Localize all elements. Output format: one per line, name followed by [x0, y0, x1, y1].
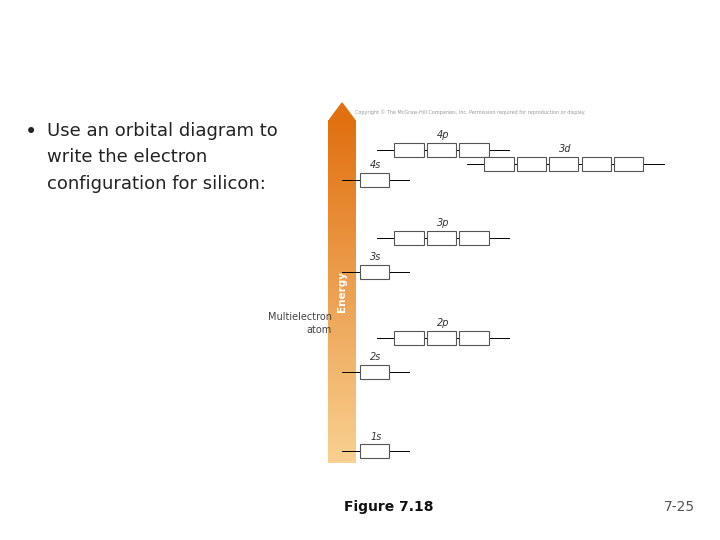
Bar: [485, 157, 513, 171]
Text: 2p: 2p: [437, 318, 449, 328]
Bar: [427, 143, 456, 157]
Bar: [459, 330, 489, 345]
Text: 4s: 4s: [370, 160, 382, 170]
Text: Energy: Energy: [337, 271, 347, 312]
Text: 2s: 2s: [370, 352, 382, 362]
Bar: [459, 231, 489, 245]
Bar: [582, 157, 611, 171]
Bar: [395, 231, 423, 245]
Text: 1s: 1s: [370, 432, 382, 442]
Text: 7-25: 7-25: [664, 501, 695, 515]
Bar: [359, 173, 389, 187]
Bar: [359, 265, 389, 279]
Text: 4p: 4p: [437, 130, 449, 140]
Bar: [395, 330, 423, 345]
Bar: [395, 143, 423, 157]
Bar: [359, 444, 389, 458]
Text: Use an orbital diagram to
write the electron
configuration for silicon:: Use an orbital diagram to write the elec…: [47, 122, 277, 193]
Bar: [549, 157, 578, 171]
Bar: [517, 157, 546, 171]
Text: 3s: 3s: [370, 252, 382, 262]
Text: Multielectron
atom: Multielectron atom: [268, 312, 332, 335]
Text: Copyright © The McGraw-Hill Companies, Inc. Permission required for reproduction: Copyright © The McGraw-Hill Companies, I…: [354, 110, 585, 116]
Bar: [359, 364, 389, 379]
Text: 3d: 3d: [559, 144, 572, 154]
Bar: [614, 157, 643, 171]
Polygon shape: [330, 103, 354, 120]
Bar: [427, 231, 456, 245]
Text: 3p: 3p: [437, 218, 449, 228]
Bar: [459, 143, 489, 157]
Text: Problem: Problem: [287, 22, 433, 56]
Text: Figure 7.18: Figure 7.18: [344, 501, 433, 515]
Text: •: •: [25, 122, 37, 142]
Bar: [427, 330, 456, 345]
